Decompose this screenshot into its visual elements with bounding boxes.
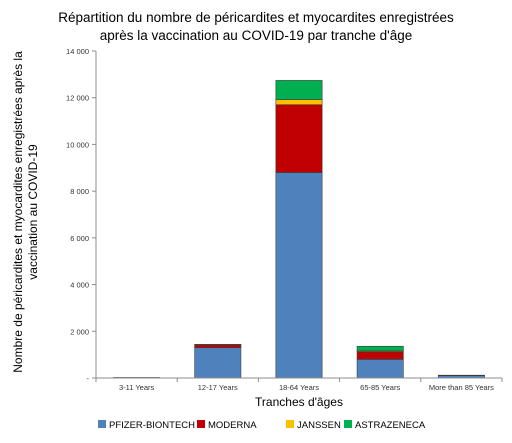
y-tick-label: 6 000 [70, 234, 89, 243]
bar-astrazeneca-3 [356, 345, 404, 352]
bars [113, 80, 485, 379]
bar-astrazeneca-2 [275, 80, 323, 100]
y-tick-label: 2 000 [70, 327, 89, 336]
y-axis: - 2 000 4 000 6 000 8 000 10 000 12 000 14 000 [66, 47, 97, 383]
legend-label: JANSSEN [297, 420, 341, 431]
x-tick-label: 18-64 Years [279, 383, 319, 392]
legend-swatch [98, 420, 106, 428]
bar-janssen-1 [194, 344, 242, 346]
x-tick-label: More than 85 Years [429, 383, 494, 392]
legend-swatch [286, 420, 294, 428]
x-tick-label: 3-11 Years [119, 383, 155, 392]
y-tick-label: - [87, 374, 90, 383]
chart-title-line-2: après la vaccination au COVID-19 par tra… [100, 28, 413, 43]
chart-title: Répartition du nombre de péricardites et… [58, 10, 454, 43]
legend: PFIZER-BIONTECH MODERNA JANSSEN ASTRAZENECA [98, 420, 426, 431]
y-axis-label-line-2: vaccination au COVID-19 [26, 144, 40, 280]
x-tick-label: 65-85 Years [360, 383, 400, 392]
x-tick-label: 12-17 Years [198, 383, 238, 392]
y-axis-label-line-1: Nombre de péricardites et myocardites en… [11, 51, 25, 373]
y-tick-label: 4 000 [70, 281, 89, 290]
chart-title-line-1: Répartition du nombre de péricardites et… [58, 10, 454, 25]
bar-pfizer-biontech-3 [356, 359, 404, 379]
legend-label: PFIZER-BIONTECH [109, 420, 195, 431]
legend-label: MODERNA [208, 420, 257, 431]
legend-swatch [344, 420, 352, 428]
bar-moderna-3 [356, 351, 404, 360]
legend-swatch [197, 420, 205, 428]
bar-moderna-4 [437, 374, 485, 376]
x-axis-label: Tranches d'âges [255, 395, 343, 409]
y-tick-label: 8 000 [70, 187, 89, 196]
bar-moderna-2 [275, 104, 323, 173]
x-axis: 3-11 Years 12-17 Years 18-64 Years 65-85 Ye… [95, 377, 503, 392]
bar-pfizer-biontech-2 [275, 172, 323, 379]
legend-label: ASTRAZENECA [355, 420, 426, 431]
y-tick-label: 10 000 [66, 140, 89, 149]
y-tick-label: 12 000 [66, 94, 89, 103]
bar-pfizer-biontech-1 [194, 347, 242, 379]
y-tick-label: 14 000 [66, 47, 89, 56]
bar-janssen-2 [275, 99, 323, 106]
y-axis-label: Nombre de péricardites et myocardites en… [11, 51, 40, 373]
